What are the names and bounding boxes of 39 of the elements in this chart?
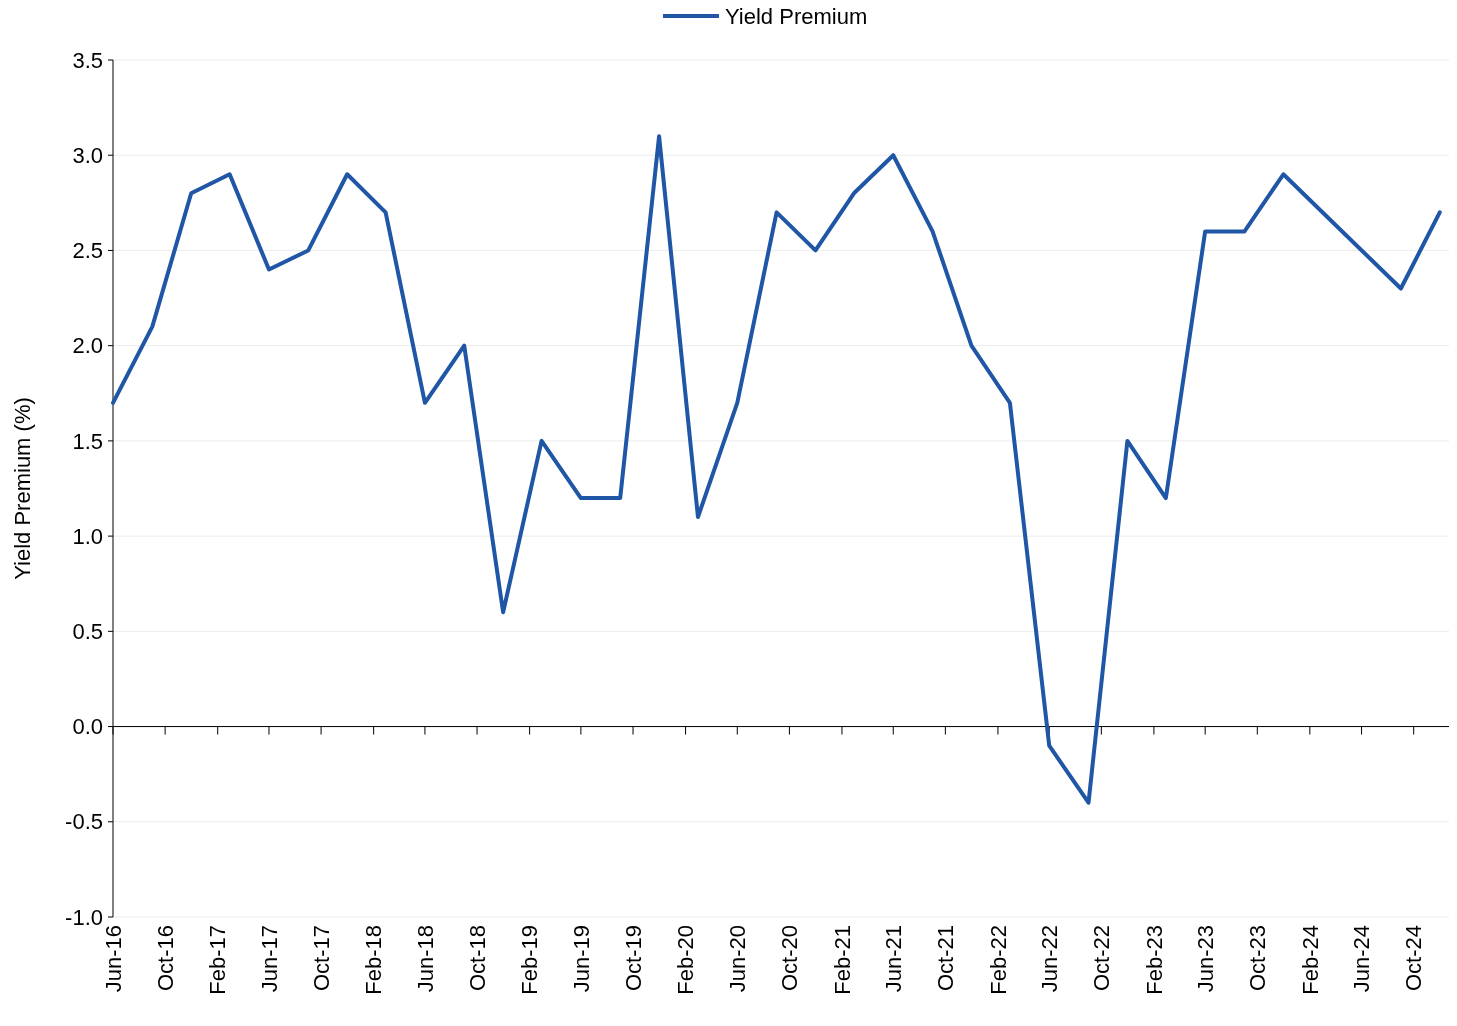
x-tick-label: Feb-23	[1141, 925, 1167, 995]
line-series	[111, 134, 1442, 805]
y-axis-title: Yield Premium (%)	[10, 397, 35, 580]
x-tick-label: Jun-24	[1349, 925, 1375, 993]
x-tick-label: Jun-20	[724, 925, 750, 993]
x-tick-label: Jun-17	[256, 925, 282, 993]
x-tick-label: Oct-17	[308, 925, 334, 992]
x-tick-label: Jun-19	[568, 925, 594, 993]
x-tick-label: Feb-20	[673, 925, 699, 995]
x-tick-label: Feb-24	[1297, 925, 1323, 995]
y-tick-label: 3.0	[72, 142, 103, 168]
x-tick-label: Jun-21	[880, 925, 906, 993]
x-tick-label: Feb-19	[517, 925, 543, 995]
y-tick-label: 1.0	[72, 523, 103, 549]
x-tick-label: Oct-19	[620, 925, 646, 992]
y-tick-label: -0.5	[65, 809, 103, 835]
x-tick-label: Jun-16	[100, 925, 126, 993]
x-tick-label: Oct-20	[777, 925, 803, 992]
x-tick-label: Oct-24	[1401, 925, 1427, 992]
x-tick-label: Feb-17	[205, 925, 231, 995]
y-tick-label: 1.5	[72, 428, 103, 454]
x-tick-label: Feb-21	[829, 925, 855, 995]
y-tick-label: -1.0	[65, 904, 103, 930]
x-tick-label: Oct-16	[152, 925, 178, 992]
y-tick-label: 2.0	[72, 333, 103, 359]
x-tick-label: Oct-23	[1245, 925, 1270, 992]
x-tick-label: Jun-18	[412, 925, 438, 993]
y-tick-label: 0.5	[72, 619, 103, 645]
x-tick-label: Oct-18	[464, 925, 490, 992]
x-tick-label: Oct-22	[1089, 925, 1115, 992]
y-tick-label: 0.0	[72, 714, 103, 740]
legend-label: Yield Premium	[725, 3, 868, 29]
x-tick-label: Oct-21	[933, 925, 959, 992]
y-tick-label: 3.5	[72, 47, 103, 73]
x-tick-label: Jun-23	[1192, 925, 1218, 993]
x-tick-label: Feb-22	[985, 925, 1011, 995]
x-tick-label: Feb-18	[361, 925, 387, 995]
x-tick-label: Jun-22	[1036, 925, 1062, 993]
y-tick-label: 2.5	[72, 238, 103, 264]
